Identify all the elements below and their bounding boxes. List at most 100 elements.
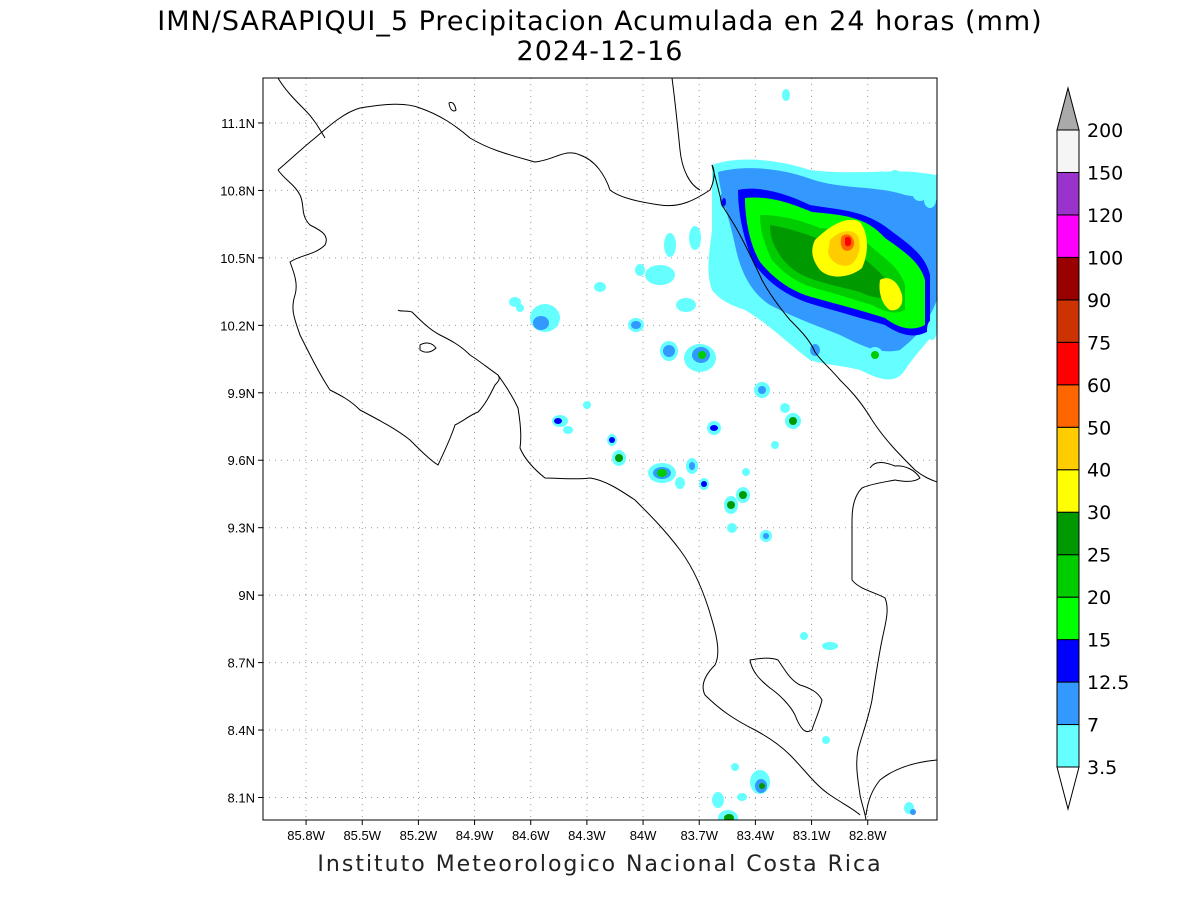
pacific-coast-central [497,374,861,816]
rain-cell [689,226,701,250]
rain-cell [663,345,675,357]
x-tick-label: 84W [630,828,657,843]
x-tick-label: 85.8W [287,828,325,843]
colorbar-label: 150 [1087,162,1123,184]
rain-cell [701,481,707,487]
colorbar-box [1056,171,1080,216]
rain-cell [615,454,623,462]
caribbean-coast [711,164,937,483]
x-tick-label: 84.6W [512,828,550,843]
y-tick-label: 9N [238,588,255,603]
rain-cell [780,403,790,413]
colorbar-label: 75 [1087,332,1111,354]
colorbar-box [1056,341,1080,386]
colorbar-box [1056,299,1080,343]
rain-cell [631,321,641,329]
rain-cell [727,501,735,509]
colorbar-extend-low [1056,766,1080,811]
colorbar-extend-high [1056,86,1080,131]
x-tick-label: 83.4W [737,828,775,843]
x-tick-label: 84.9W [456,828,494,843]
colorbar-label: 50 [1087,417,1111,439]
chart-title-line1: IMN/SARAPIQUI_5 Precipitacion Acumulada … [157,6,1043,37]
y-tick-label: 9.9N [228,386,255,401]
colorbar-box [1056,256,1080,301]
rain-cell [731,763,739,771]
colorbar-label: 120 [1087,205,1123,227]
x-axis-labels: 85.8W 85.5W 85.2W 84.9W 84.6W 84.3W 84W 83.7W 83… [287,820,887,843]
rain-cell [722,198,726,206]
grid-lines [263,78,937,820]
rain-cell [712,792,724,808]
rain-cell [689,462,695,470]
colorbar-label: 200 [1087,120,1123,142]
x-tick-label: 85.2W [400,828,438,843]
colorbar-box [1056,724,1080,768]
rain-cell [782,89,790,101]
footer-credit: Instituto Meteorologico Nacional Costa R… [317,852,883,877]
lake-island [448,101,457,112]
y-tick-label: 10.2N [220,318,255,333]
rain-cell [800,632,808,640]
rain-cell [664,233,676,257]
colorbar-box [1056,129,1080,173]
colorbar-label: 15 [1087,630,1111,652]
rain-cell [927,320,937,340]
y-tick-label: 9.3N [228,521,255,536]
rain-cell [924,192,936,208]
y-tick-label: 10.8N [220,183,255,198]
rain-cell [645,265,675,285]
panama-south-coast [865,759,937,816]
x-tick-label: 84.3W [568,828,606,843]
rain-cell [657,469,667,477]
rain-cell [509,297,521,307]
rain-cell [910,809,916,815]
rain-cell [913,189,927,201]
rain-cell [789,417,797,425]
rain-area-red [845,236,852,247]
colorbar-box [1056,681,1080,726]
rain-cell [742,468,750,476]
rain-cell [759,783,765,789]
rain-cell [698,351,706,359]
x-tick-label: 83.1W [793,828,831,843]
rain-cell [594,282,606,292]
rain-cell [635,264,645,276]
y-tick-label: 10.5N [220,251,255,266]
rain-cell [563,426,573,434]
colorbar-label: 25 [1087,545,1111,567]
y-tick-label: 8.4N [228,723,255,738]
y-tick-label: 9.6N [228,453,255,468]
pacific-coast-north [277,169,500,466]
coastline-borders [277,78,937,820]
panama-border [851,462,921,820]
colorbar-box [1056,554,1080,598]
rain-cell [554,418,562,424]
x-tick-label: 82.8W [849,828,887,843]
rain-cell [737,793,747,801]
osa-peninsula [749,657,823,733]
rain-cell [516,304,524,312]
colorbar-box [1056,469,1080,513]
rain-cell [771,441,779,449]
nicoya-island [419,342,437,353]
colorbar-boxes [1056,86,1080,811]
colorbar-labels: 3.5 7 12.5 15 20 25 30 40 50 60 75 90 100 120 150 200 [1087,120,1129,779]
colorbar-box [1056,214,1080,258]
rain-cell [676,298,696,312]
colorbar-label: 30 [1087,502,1111,524]
colorbar-box [1056,596,1080,641]
northeast-line [671,78,701,191]
plot-frame [262,77,938,821]
colorbar-label: 60 [1087,375,1111,397]
colorbar-label: 20 [1087,587,1111,609]
colorbar-box [1056,426,1080,471]
rain-cell [710,425,718,431]
y-tick-label: 8.7N [228,656,255,671]
y-axis-labels: 11.1N 10.8N 10.5N 10.2N 9.9N 9.6N 9.3N 9N 8.7N 8.… [220,116,263,806]
colorbar-label: 3.5 [1087,757,1117,779]
rain-cell [889,170,901,180]
rain-cell [822,736,830,744]
